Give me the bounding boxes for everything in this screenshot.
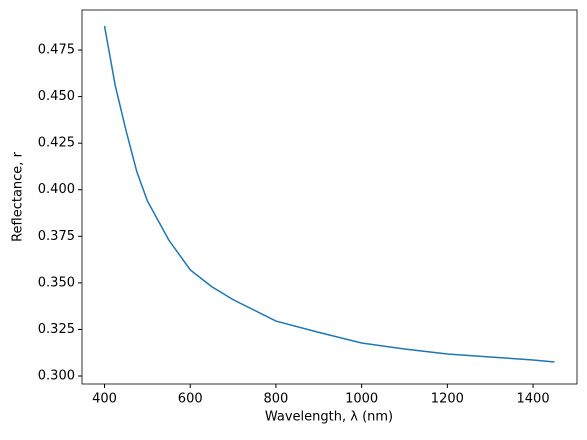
x-axis-label: Wavelength, λ (nm) bbox=[265, 410, 393, 425]
y-tick-label: 0.375 bbox=[38, 229, 75, 244]
y-tick-label: 0.300 bbox=[38, 368, 75, 383]
y-tick-label: 0.350 bbox=[38, 275, 75, 290]
line bbox=[103, 25, 555, 363]
x-tick-label: 1400 bbox=[517, 392, 550, 407]
y-tick-label: 0.475 bbox=[38, 43, 75, 58]
y-axis-label: Reflectance, r bbox=[11, 151, 26, 241]
y-tick-label: 0.450 bbox=[38, 89, 75, 104]
x-tick-label: 1000 bbox=[345, 392, 378, 407]
y-tick-label: 0.425 bbox=[38, 136, 75, 151]
y-tick-label: 0.325 bbox=[38, 322, 75, 337]
x-tick-label: 1200 bbox=[431, 392, 464, 407]
x-tick-label: 400 bbox=[92, 392, 117, 407]
y-tick-label: 0.400 bbox=[38, 182, 75, 197]
x-tick-label: 600 bbox=[178, 392, 203, 407]
plot-frame bbox=[81, 9, 578, 385]
x-tick-label: 800 bbox=[264, 392, 289, 407]
